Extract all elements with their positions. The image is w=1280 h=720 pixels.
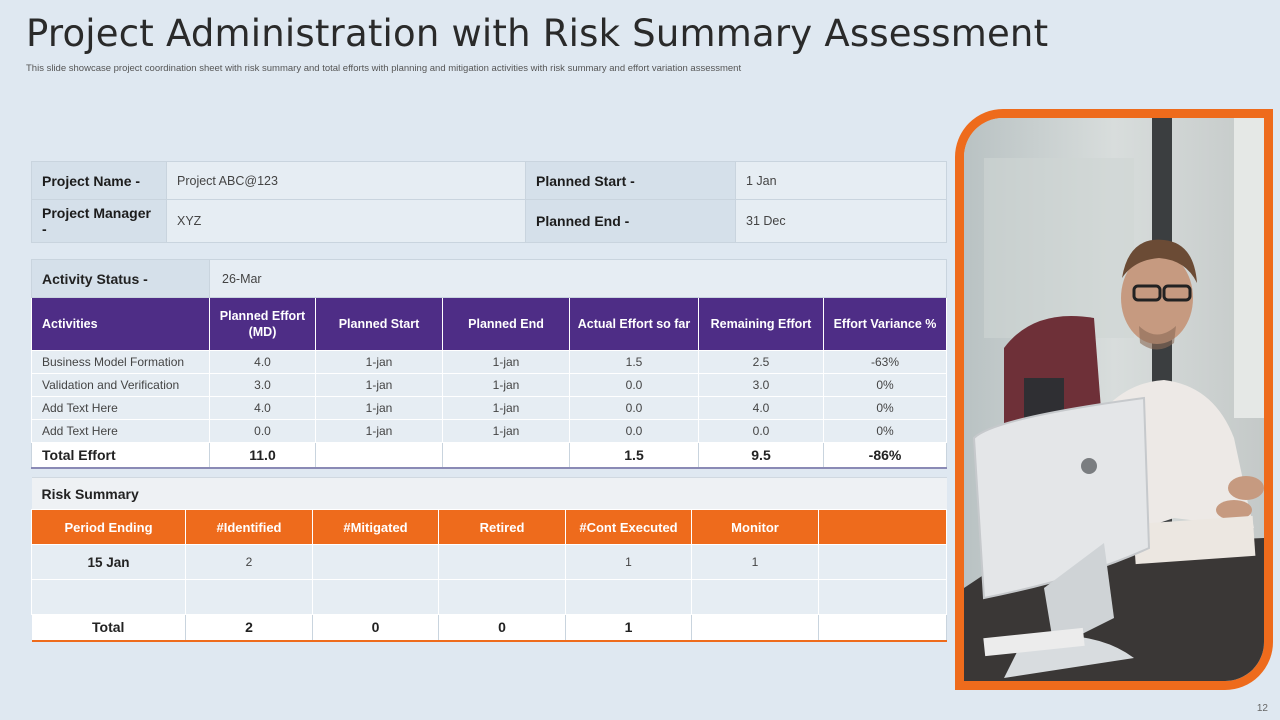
table-cell: 0 — [312, 614, 439, 642]
column-header: Activities — [31, 297, 210, 351]
table-cell: 15 Jan — [31, 544, 186, 580]
table-cell: 11.0 — [209, 442, 316, 469]
table-cell: 1-jan — [315, 350, 443, 374]
table-cell: -86% — [823, 442, 947, 469]
activity-status-label: Activity Status - — [31, 259, 210, 298]
table-cell: 1-jan — [442, 350, 570, 374]
table-cell: 0.0 — [569, 373, 699, 397]
table-cell: Add Text Here — [31, 396, 210, 420]
table-cell: Validation and Verification — [31, 373, 210, 397]
table-cell: 1-jan — [442, 373, 570, 397]
table-cell: 1-jan — [315, 419, 443, 443]
planned-end-value: 31 Dec — [735, 199, 947, 243]
column-header: #Cont Executed — [565, 509, 692, 545]
table-cell: 1-jan — [315, 396, 443, 420]
column-header: Retired — [438, 509, 566, 545]
table-cell: 1 — [565, 614, 692, 642]
table-cell: 3.0 — [209, 373, 316, 397]
total-effort-row: Total Effort 11.0 1.5 9.5 -86% — [31, 442, 947, 469]
table-cell — [817, 579, 948, 615]
table-cell: 0.0 — [209, 419, 316, 443]
page-number: 12 — [1256, 703, 1268, 714]
column-header: Effort Variance % — [823, 297, 947, 351]
activity-status-value: 26-Mar — [209, 259, 947, 298]
column-header: #Identified — [185, 509, 313, 545]
column-header: Remaining Effort — [698, 297, 824, 351]
table-cell: 2 — [185, 544, 313, 580]
table-cell: 0% — [823, 419, 947, 443]
column-header: Monitor — [691, 509, 819, 545]
table-cell: Business Model Formation — [31, 350, 210, 374]
table-row: Add Text Here 0.0 1-jan 1-jan 0.0 0.0 0% — [31, 419, 947, 443]
column-header: Planned Start — [315, 297, 443, 351]
risk-summary-table: Risk Summary Period Ending #Identified #… — [31, 477, 948, 642]
table-cell: 0% — [823, 396, 947, 420]
table-cell: 0.0 — [569, 396, 699, 420]
table-row — [31, 579, 948, 615]
column-header — [817, 509, 948, 545]
table-cell: 1-jan — [442, 419, 570, 443]
table-cell — [185, 579, 313, 615]
page-title: Project Administration with Risk Summary… — [26, 12, 1049, 55]
office-photo — [955, 109, 1273, 690]
table-cell — [691, 579, 819, 615]
table-cell — [818, 614, 948, 642]
column-header: #Mitigated — [312, 509, 439, 545]
table-cell: 1-jan — [315, 373, 443, 397]
table-row: Business Model Formation 4.0 1-jan 1-jan… — [31, 350, 947, 374]
table-cell — [315, 442, 443, 469]
table-cell — [312, 544, 439, 580]
table-cell — [691, 614, 819, 642]
table-row: Validation and Verification 3.0 1-jan 1-… — [31, 373, 947, 397]
table-row: 15 Jan 2 1 1 — [31, 544, 948, 580]
table-cell: 4.0 — [209, 350, 316, 374]
table-cell: 1.5 — [569, 350, 699, 374]
table-cell: 1-jan — [442, 396, 570, 420]
table-cell: 4.0 — [209, 396, 316, 420]
table-cell: 1 — [565, 544, 692, 580]
planned-start-value: 1 Jan — [735, 161, 947, 200]
table-cell: 4.0 — [698, 396, 824, 420]
project-manager-value: XYZ — [166, 199, 526, 243]
activity-table: Activity Status - 26-Mar Activities Plan… — [31, 259, 947, 469]
table-cell: 0 — [438, 614, 566, 642]
risk-summary-title: Risk Summary — [31, 477, 947, 510]
table-cell: 1.5 — [569, 442, 699, 469]
table-cell: Total Effort — [31, 442, 210, 469]
column-header: Period Ending — [31, 509, 186, 545]
table-cell — [442, 442, 570, 469]
table-cell — [817, 544, 948, 580]
table-cell: Add Text Here — [31, 419, 210, 443]
project-name-label: Project Name - — [31, 161, 167, 200]
table-cell — [312, 579, 439, 615]
risk-total-row: Total 2 0 0 1 — [31, 614, 948, 642]
planned-end-label: Planned End - — [525, 199, 736, 243]
table-cell — [438, 544, 566, 580]
column-header: Planned End — [442, 297, 570, 351]
project-info-table: Project Name - Project ABC@123 Planned S… — [31, 161, 947, 243]
planned-start-label: Planned Start - — [525, 161, 736, 200]
table-cell: 0.0 — [698, 419, 824, 443]
table-cell: 3.0 — [698, 373, 824, 397]
table-cell: 2.5 — [698, 350, 824, 374]
table-cell: 0% — [823, 373, 947, 397]
page-subtitle: This slide showcase project coordination… — [26, 63, 742, 74]
table-cell: 9.5 — [698, 442, 824, 469]
table-cell — [438, 579, 566, 615]
table-cell: 2 — [185, 614, 313, 642]
table-cell: 1 — [691, 544, 819, 580]
column-header: Planned Effort (MD) — [209, 297, 316, 351]
project-name-value: Project ABC@123 — [166, 161, 526, 200]
table-row: Add Text Here 4.0 1-jan 1-jan 0.0 4.0 0% — [31, 396, 947, 420]
table-cell — [31, 579, 186, 615]
project-manager-label: Project Manager - — [31, 199, 167, 243]
table-cell: -63% — [823, 350, 947, 374]
table-cell — [565, 579, 692, 615]
table-cell: 0.0 — [569, 419, 699, 443]
office-photo-illustration — [964, 118, 1264, 681]
column-header: Actual Effort so far — [569, 297, 699, 351]
table-cell: Total — [31, 614, 186, 642]
